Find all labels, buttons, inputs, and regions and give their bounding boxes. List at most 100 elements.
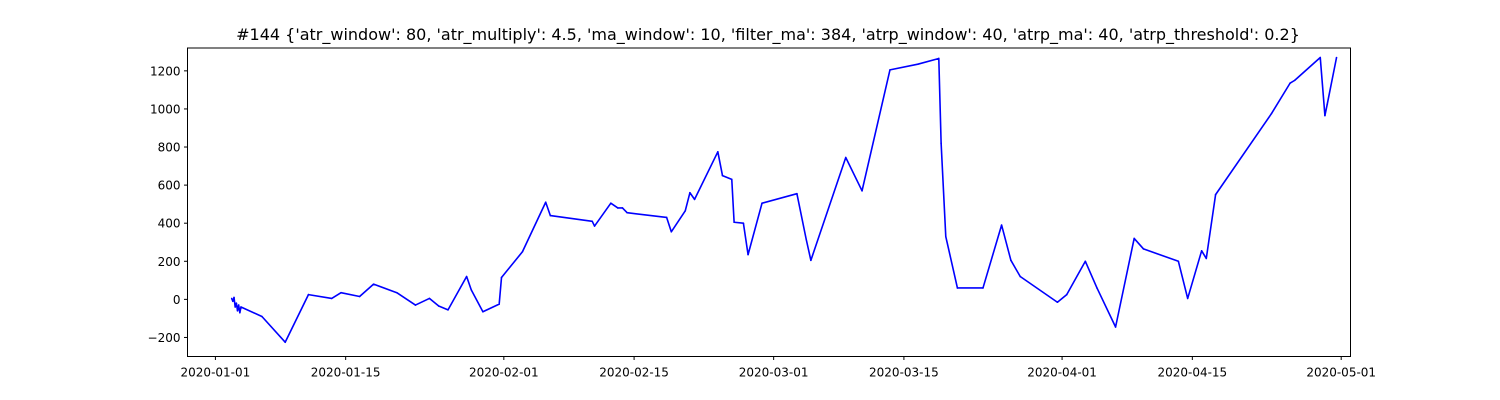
data-point: [730, 178, 733, 181]
data-point: [284, 341, 286, 344]
data-point: [684, 210, 687, 212]
data-point: [470, 289, 473, 291]
y-tick-label: 200: [158, 255, 181, 269]
data-point: [234, 306, 236, 308]
data-point: [670, 230, 673, 233]
data-point: [917, 63, 919, 65]
data-point: [889, 69, 891, 71]
data-point: [230, 297, 233, 300]
data-point: [940, 142, 942, 145]
x-tick-label: 2020-05-01: [1306, 366, 1376, 380]
data-point: [240, 306, 242, 308]
data-point: [235, 302, 238, 304]
data-point: [733, 221, 735, 224]
data-point: [593, 225, 596, 227]
data-point: [549, 214, 552, 217]
data-point: [693, 198, 696, 201]
data-point: [1019, 275, 1022, 278]
data-point: [721, 174, 724, 177]
data-point: [1319, 56, 1322, 59]
data-point: [521, 250, 524, 253]
data-point: [747, 253, 749, 256]
data-point: [233, 296, 235, 299]
y-axis: −200 0 200 400 600 800 1000 1200: [148, 64, 188, 345]
y-tick-label: 1000: [150, 102, 181, 116]
data-point: [1335, 56, 1338, 59]
data-point: [938, 57, 940, 60]
chart-title: #144 {'atr_window': 80, 'atr_multiply': …: [236, 25, 1300, 45]
data-point: [982, 287, 984, 289]
x-tick-label: 2020-01-15: [311, 366, 381, 380]
data-point: [465, 275, 468, 278]
x-tick-label: 2020-03-01: [739, 366, 809, 380]
data-point: [1000, 224, 1003, 226]
data-point: [1084, 260, 1087, 263]
data-point: [1133, 237, 1135, 240]
data-point: [1324, 114, 1326, 117]
data-point: [742, 222, 745, 224]
data-point: [1200, 250, 1203, 252]
data-point: [1289, 82, 1291, 85]
data-point: [1114, 326, 1117, 328]
x-tick-label: 2020-02-01: [469, 366, 539, 380]
data-point: [340, 291, 342, 294]
data-point: [956, 287, 959, 289]
data-point: [330, 297, 333, 300]
data-point: [761, 202, 763, 204]
y-tick-label: 600: [158, 179, 181, 193]
data-point: [239, 311, 241, 314]
data-point: [810, 259, 812, 262]
data-point: [1065, 293, 1068, 296]
series-line: [230, 56, 1338, 344]
data-point: [610, 202, 612, 204]
data-point: [1177, 260, 1180, 263]
data-point: [591, 220, 594, 223]
y-tick-label: −200: [148, 331, 181, 345]
data-point: [796, 192, 798, 195]
data-point: [861, 190, 863, 192]
y-tick-label: 1200: [150, 64, 181, 78]
x-tick-label: 2020-04-01: [1027, 366, 1097, 380]
data-point: [1214, 193, 1217, 196]
data-point: [626, 211, 628, 214]
y-tick-label: 800: [158, 141, 181, 155]
data-point: [689, 191, 691, 194]
data-point: [1293, 79, 1296, 82]
data-point: [437, 305, 440, 307]
data-point: [447, 309, 449, 311]
data-point: [358, 295, 361, 298]
y-tick-label: 400: [158, 217, 181, 231]
data-point: [307, 293, 310, 296]
data-point: [1096, 287, 1098, 289]
data-point: [621, 207, 624, 209]
data-point: [236, 310, 239, 312]
data-point: [1186, 297, 1189, 300]
data-point: [1270, 112, 1273, 115]
x-tick-label: 2020-02-15: [599, 366, 669, 380]
data-point: [805, 238, 808, 241]
data-point: [844, 156, 847, 159]
data-point: [1010, 259, 1012, 262]
data-point: [428, 297, 431, 300]
x-axis: 2020-01-01 2020-01-15 2020-02-01 2020-02-15…: [181, 356, 1376, 380]
x-tick-label: 2020-03-15: [869, 366, 939, 380]
data-point: [500, 276, 503, 279]
data-point: [617, 207, 619, 209]
data-point: [482, 310, 484, 313]
data-point: [396, 291, 398, 294]
data-point: [414, 304, 417, 306]
data-point: [372, 283, 375, 285]
plot-frame: [187, 47, 1351, 357]
x-tick-label: 2020-04-15: [1157, 366, 1227, 380]
data-point: [237, 304, 240, 306]
data-point: [944, 235, 947, 238]
data-point: [1056, 301, 1059, 304]
data-point: [544, 201, 547, 204]
x-tick-label: 2020-01-01: [181, 366, 251, 380]
data-point: [261, 315, 263, 318]
data-point: [498, 303, 500, 305]
data-point: [1142, 248, 1145, 250]
y-tick-label: 0: [173, 293, 181, 307]
plot-area: [230, 56, 1338, 344]
